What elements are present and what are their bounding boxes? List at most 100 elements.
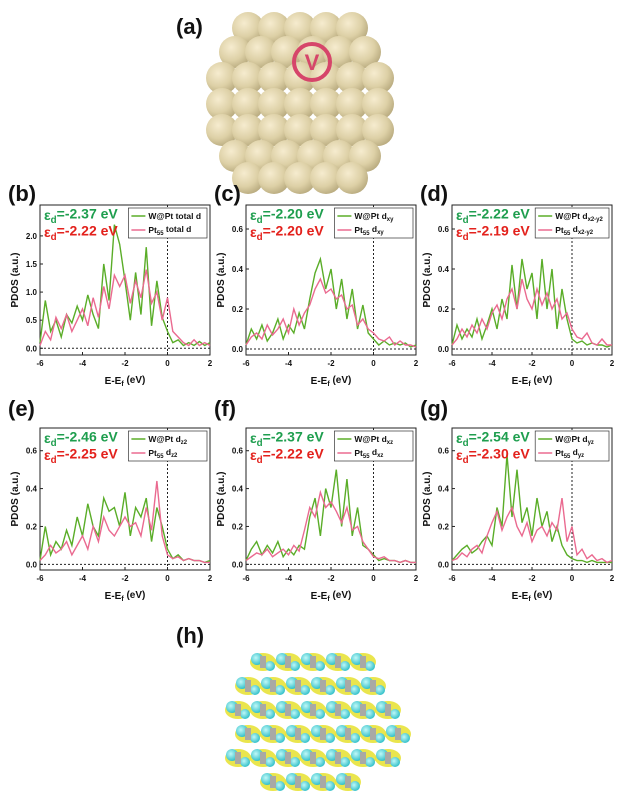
- panel-label: (d): [420, 181, 448, 206]
- iso-cyan: [325, 685, 335, 695]
- iso-cyan: [375, 685, 385, 695]
- x-axis-label: E-Ef (eV): [512, 590, 553, 603]
- iso-cyan: [365, 757, 375, 767]
- figure: (a) V (h) (b)-6-4-2020.00.51.01.52.0E-Ef…: [0, 0, 622, 795]
- iso-cyan: [240, 757, 250, 767]
- y-axis-label: PDOS (a.u.): [216, 471, 227, 526]
- atom-bond: [310, 656, 316, 668]
- x-axis-label: E-Ef (eV): [311, 375, 352, 388]
- iso-cyan: [290, 661, 300, 671]
- iso-cyan: [290, 757, 300, 767]
- x-axis-label: E-Ef (eV): [105, 375, 146, 388]
- x-axis-label: E-Ef (eV): [105, 590, 146, 603]
- y-tick-label: 0.2: [26, 522, 38, 531]
- iso-cyan: [240, 709, 250, 719]
- y-tick-label: 0.4: [438, 265, 450, 274]
- iso-cyan: [250, 685, 260, 695]
- atom-bond: [260, 752, 266, 764]
- atom-bond: [285, 704, 291, 716]
- y-tick-label: 1.0: [26, 288, 38, 297]
- pdos-line: [246, 470, 416, 563]
- x-tick-label: 0: [165, 574, 170, 583]
- atom-bond: [270, 728, 276, 740]
- atom-bond: [260, 656, 266, 668]
- atom-bond: [245, 728, 251, 740]
- iso-cyan: [265, 757, 275, 767]
- iso-cyan: [340, 757, 350, 767]
- isosurface-image: [225, 652, 411, 792]
- iso-cyan: [365, 709, 375, 719]
- y-axis-label: PDOS (a.u.): [216, 252, 227, 307]
- atom-bond: [295, 680, 301, 692]
- x-tick-label: 2: [208, 359, 213, 368]
- y-tick-label: 0.0: [26, 344, 38, 353]
- y-tick-label: 0.2: [438, 305, 450, 314]
- x-tick-label: -2: [528, 359, 536, 368]
- iso-cyan: [340, 709, 350, 719]
- x-tick-label: -6: [448, 359, 456, 368]
- panel-label: (a): [176, 14, 203, 39]
- atom-bond: [385, 752, 391, 764]
- panel-label: (c): [214, 181, 241, 206]
- pdos-line: [452, 498, 612, 562]
- x-tick-label: 2: [610, 574, 615, 583]
- atom-bond: [335, 656, 341, 668]
- x-tick-label: 2: [208, 574, 213, 583]
- atom-bond: [270, 680, 276, 692]
- atom-bond: [335, 704, 341, 716]
- y-axis-label: PDOS (a.u.): [10, 252, 21, 307]
- atom-bond: [370, 680, 376, 692]
- y-tick-label: 0.0: [26, 560, 38, 569]
- iso-cyan: [350, 685, 360, 695]
- x-tick-label: -4: [79, 359, 87, 368]
- atom-bond: [285, 752, 291, 764]
- iso-cyan: [290, 709, 300, 719]
- iso-cyan: [300, 781, 310, 791]
- x-tick-label: 2: [414, 359, 419, 368]
- iso-cyan: [365, 661, 375, 671]
- iso-cyan: [300, 733, 310, 743]
- x-tick-label: 0: [570, 574, 575, 583]
- iso-cyan: [325, 733, 335, 743]
- atom-bond: [235, 704, 241, 716]
- pdos-line: [246, 279, 416, 347]
- iso-cyan: [325, 781, 335, 791]
- atom-bond: [395, 728, 401, 740]
- atom-bond: [345, 776, 351, 788]
- atom-bond: [260, 704, 266, 716]
- y-tick-label: 0.2: [438, 522, 450, 531]
- x-tick-label: -2: [327, 359, 335, 368]
- atom-bond: [360, 656, 366, 668]
- y-tick-label: 0.4: [232, 485, 244, 494]
- x-tick-label: -6: [242, 359, 250, 368]
- y-tick-label: 0.6: [232, 225, 244, 234]
- y-tick-label: 0.0: [232, 345, 244, 354]
- atom-bond: [235, 752, 241, 764]
- y-axis-label: PDOS (a.u.): [422, 252, 433, 307]
- panel-label: (h): [176, 623, 204, 648]
- pdos-line: [452, 279, 612, 345]
- atom-bond: [320, 776, 326, 788]
- x-tick-label: -6: [36, 574, 44, 583]
- x-axis-label: E-Ef (eV): [512, 375, 553, 388]
- x-tick-label: -2: [121, 574, 129, 583]
- atom-bond: [320, 680, 326, 692]
- site-marker: V: [305, 50, 320, 75]
- iso-cyan: [275, 781, 285, 791]
- x-tick-label: -4: [285, 574, 293, 583]
- atom-bond: [310, 704, 316, 716]
- x-axis-label: E-Ef (eV): [311, 590, 352, 603]
- iso-cyan: [275, 733, 285, 743]
- atom-bond: [310, 752, 316, 764]
- x-tick-label: -6: [448, 574, 456, 583]
- atom-bond: [320, 728, 326, 740]
- iso-cyan: [390, 757, 400, 767]
- y-tick-label: 0.4: [438, 485, 450, 494]
- atom-bond: [285, 656, 291, 668]
- atom-bond: [370, 728, 376, 740]
- iso-cyan: [340, 661, 350, 671]
- atom-bond: [360, 752, 366, 764]
- x-tick-label: -4: [488, 574, 496, 583]
- y-tick-label: 0.6: [438, 225, 450, 234]
- y-tick-label: 0.5: [26, 316, 38, 325]
